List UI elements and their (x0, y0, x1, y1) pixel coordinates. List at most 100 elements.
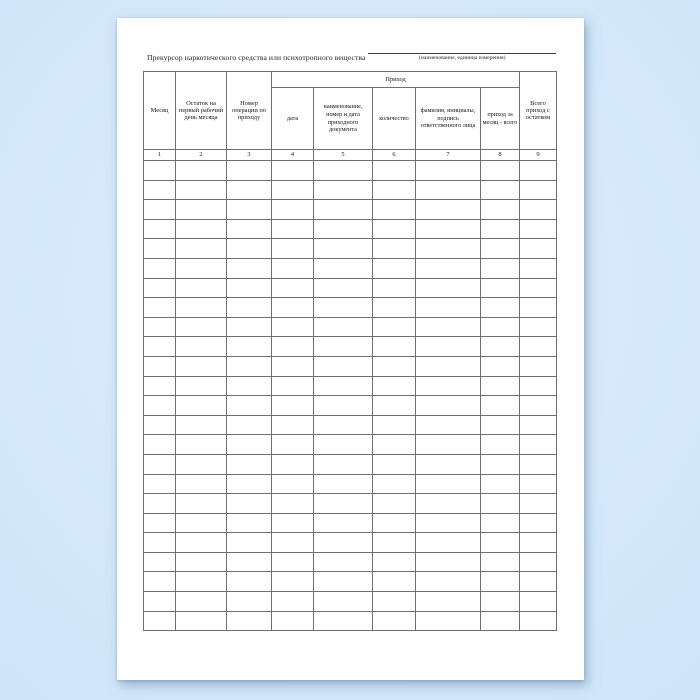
empty-cell (175, 493, 227, 514)
empty-cell (143, 512, 176, 534)
column-number: 8 (479, 149, 521, 161)
empty-cell (479, 591, 521, 612)
empty-cell (226, 453, 272, 475)
empty-cell (519, 336, 558, 357)
blank-field: (наименование, единица измерения) (368, 45, 556, 62)
column-number: 4 (271, 149, 314, 161)
table-row (143, 199, 558, 220)
empty-cell (372, 610, 416, 632)
empty-cell (175, 395, 227, 416)
empty-cell (271, 375, 314, 397)
empty-cell (271, 179, 314, 201)
empty-cell (313, 512, 373, 534)
empty-cell (271, 297, 314, 318)
empty-cell (519, 199, 558, 220)
empty-cell (479, 414, 521, 436)
empty-cell (175, 434, 227, 455)
table-row (143, 375, 558, 397)
empty-cell (372, 355, 416, 377)
empty-cell (226, 532, 272, 553)
empty-cell (519, 453, 558, 475)
empty-cell (175, 179, 227, 201)
empty-cell (271, 610, 314, 632)
empty-cell (226, 277, 272, 299)
empty-cell (372, 218, 416, 240)
empty-cell (313, 453, 373, 475)
empty-cell (143, 532, 176, 553)
column-number: 1 (143, 149, 176, 161)
column-header-date: дата (271, 87, 314, 150)
table-row (143, 238, 558, 259)
empty-cell (226, 179, 272, 201)
empty-cell (479, 199, 521, 220)
empty-cell (313, 316, 373, 338)
empty-cell (226, 591, 272, 612)
column-header-opening-balance: Остаток на первый рабочий день месяца (175, 71, 227, 150)
empty-cell (313, 179, 373, 201)
empty-cell (175, 336, 227, 357)
table-row (143, 473, 558, 495)
empty-cell (143, 179, 176, 201)
empty-cell (313, 591, 373, 612)
group-header-receipt: Приход (270, 71, 521, 88)
empty-cell (143, 453, 176, 475)
empty-cell (226, 238, 272, 259)
empty-cell (143, 336, 176, 357)
empty-cell (372, 395, 416, 416)
empty-cell (143, 257, 176, 279)
empty-cell (226, 316, 272, 338)
empty-cell (313, 610, 373, 632)
table-row (143, 355, 558, 377)
empty-cell (143, 238, 176, 259)
table-row (143, 434, 558, 455)
column-header-operation-number: Номер операции по приходу (226, 71, 272, 150)
empty-cell (175, 473, 227, 495)
empty-cell (271, 277, 314, 299)
column-number: 7 (415, 149, 481, 161)
empty-cell (519, 297, 558, 318)
table-row (143, 532, 558, 553)
empty-cell (271, 453, 314, 475)
column-header-responsible-person: фамилия, инициалы, подпись ответственног… (415, 87, 481, 150)
empty-cell (519, 257, 558, 279)
table-row (143, 257, 558, 279)
empty-cell (143, 355, 176, 377)
empty-cell (519, 551, 558, 573)
header-labels-row: дата наименование, номер и дата приходно… (144, 87, 557, 150)
empty-cell (313, 199, 373, 220)
empty-cell (143, 473, 176, 495)
table-row (143, 571, 558, 593)
empty-cell (479, 473, 521, 495)
empty-cell (415, 257, 481, 279)
empty-cell (415, 316, 481, 338)
empty-cell (271, 336, 314, 357)
empty-cell (271, 355, 314, 377)
empty-cell (479, 336, 521, 357)
empty-cell (479, 160, 521, 181)
empty-cell (415, 238, 481, 259)
empty-cell (271, 199, 314, 220)
empty-cell (226, 493, 272, 514)
empty-cell (519, 316, 558, 338)
table-row (143, 493, 558, 514)
empty-cell (175, 277, 227, 299)
empty-cell (226, 218, 272, 240)
empty-cell (313, 238, 373, 259)
empty-cell (143, 218, 176, 240)
empty-cell (175, 453, 227, 475)
empty-cell (226, 414, 272, 436)
empty-cell (175, 610, 227, 632)
table-row (143, 218, 558, 240)
empty-cell (143, 316, 176, 338)
empty-cell (415, 297, 481, 318)
empty-cell (143, 493, 176, 514)
empty-cell (313, 395, 373, 416)
empty-cell (175, 355, 227, 377)
empty-cell (415, 336, 481, 357)
empty-cell (313, 336, 373, 357)
empty-cell (271, 473, 314, 495)
empty-cell (415, 493, 481, 514)
empty-cell (372, 160, 416, 181)
empty-cell (519, 571, 558, 593)
empty-cell (313, 532, 373, 553)
